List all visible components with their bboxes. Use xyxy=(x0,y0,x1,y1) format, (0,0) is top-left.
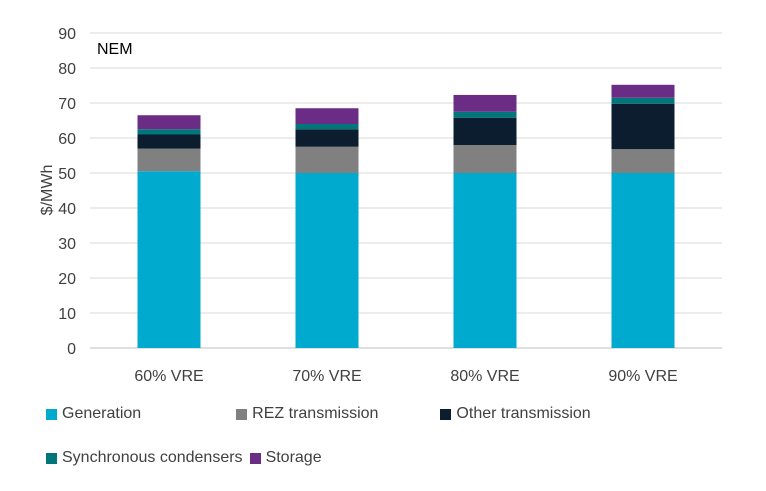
bar-segment-rez-transmission xyxy=(137,148,201,172)
legend-row: Synchronous condensers Storage xyxy=(46,444,746,472)
bar-segment-storage xyxy=(611,84,675,98)
bar-segment-storage xyxy=(295,108,359,124)
y-tick-label: 90 xyxy=(58,26,76,43)
bar-segment-storage xyxy=(453,94,517,112)
y-tick-label: 50 xyxy=(58,166,76,183)
legend-item: Storage xyxy=(249,449,322,467)
x-tick-label: 90% VRE xyxy=(608,368,677,385)
x-tick-label: 60% VRE xyxy=(134,368,203,385)
legend-item: REZ transmission xyxy=(236,405,378,423)
y-tick-label: 70 xyxy=(58,96,76,113)
y-tick-label: 0 xyxy=(67,341,76,358)
bar-segment-generation xyxy=(137,171,201,348)
bar-segment-generation xyxy=(295,173,359,348)
bar-segment-other-transmission xyxy=(295,129,359,147)
legend-label: Synchronous condensers xyxy=(62,449,243,466)
legend-label: Storage xyxy=(265,449,322,466)
y-tick-label: 80 xyxy=(58,61,76,78)
legend: Generation REZ transmission Other transmis… xyxy=(46,400,746,488)
bar-segment-generation xyxy=(453,173,517,348)
bar-segment-generation xyxy=(611,173,675,348)
legend-item: Synchronous condensers xyxy=(46,449,243,467)
y-tick-label: 10 xyxy=(58,306,76,323)
bar-segment-rez-transmission xyxy=(295,146,359,173)
bar-segment-rez-transmission xyxy=(453,145,517,173)
x-tick-label: 80% VRE xyxy=(450,368,519,385)
y-tick-label: 20 xyxy=(58,271,76,288)
legend-label: REZ transmission xyxy=(252,405,379,422)
y-tick-label: 60 xyxy=(58,131,76,148)
legend-label: Other transmission xyxy=(456,405,591,422)
bar-segment-synchronous-condensers xyxy=(137,129,201,135)
y-axis-label: $/MWh xyxy=(39,165,56,216)
bars xyxy=(137,84,675,348)
bar-segment-other-transmission xyxy=(611,103,675,150)
y-axis-ticks: 0 10 20 30 40 50 60 70 80 90 xyxy=(58,26,76,358)
bar-segment-synchronous-condensers xyxy=(295,124,359,130)
legend-swatch xyxy=(440,408,452,420)
legend-item: Other transmission xyxy=(440,405,591,423)
y-tick-label: 40 xyxy=(58,201,76,218)
bar-segment-rez-transmission xyxy=(611,149,675,173)
legend-swatch xyxy=(249,452,261,464)
bar-segment-synchronous-condensers xyxy=(611,97,675,104)
bar-segment-storage xyxy=(137,115,201,130)
legend-label: Generation xyxy=(62,405,142,422)
bar-segment-synchronous-condensers xyxy=(453,111,517,118)
legend-swatch xyxy=(46,452,57,464)
chart-title: NEM xyxy=(97,41,133,58)
legend-swatch xyxy=(236,408,248,420)
legend-swatch xyxy=(46,408,57,420)
y-tick-label: 30 xyxy=(58,236,76,253)
x-axis-ticks: 60% VRE 70% VRE 80% VRE 90% VRE xyxy=(134,368,677,385)
x-tick-label: 70% VRE xyxy=(292,368,361,385)
bar-segment-other-transmission xyxy=(137,134,201,149)
legend-item: Generation xyxy=(46,405,141,423)
bar-segment-other-transmission xyxy=(453,117,517,145)
legend-row: Generation REZ transmission Other transmis… xyxy=(46,400,746,428)
